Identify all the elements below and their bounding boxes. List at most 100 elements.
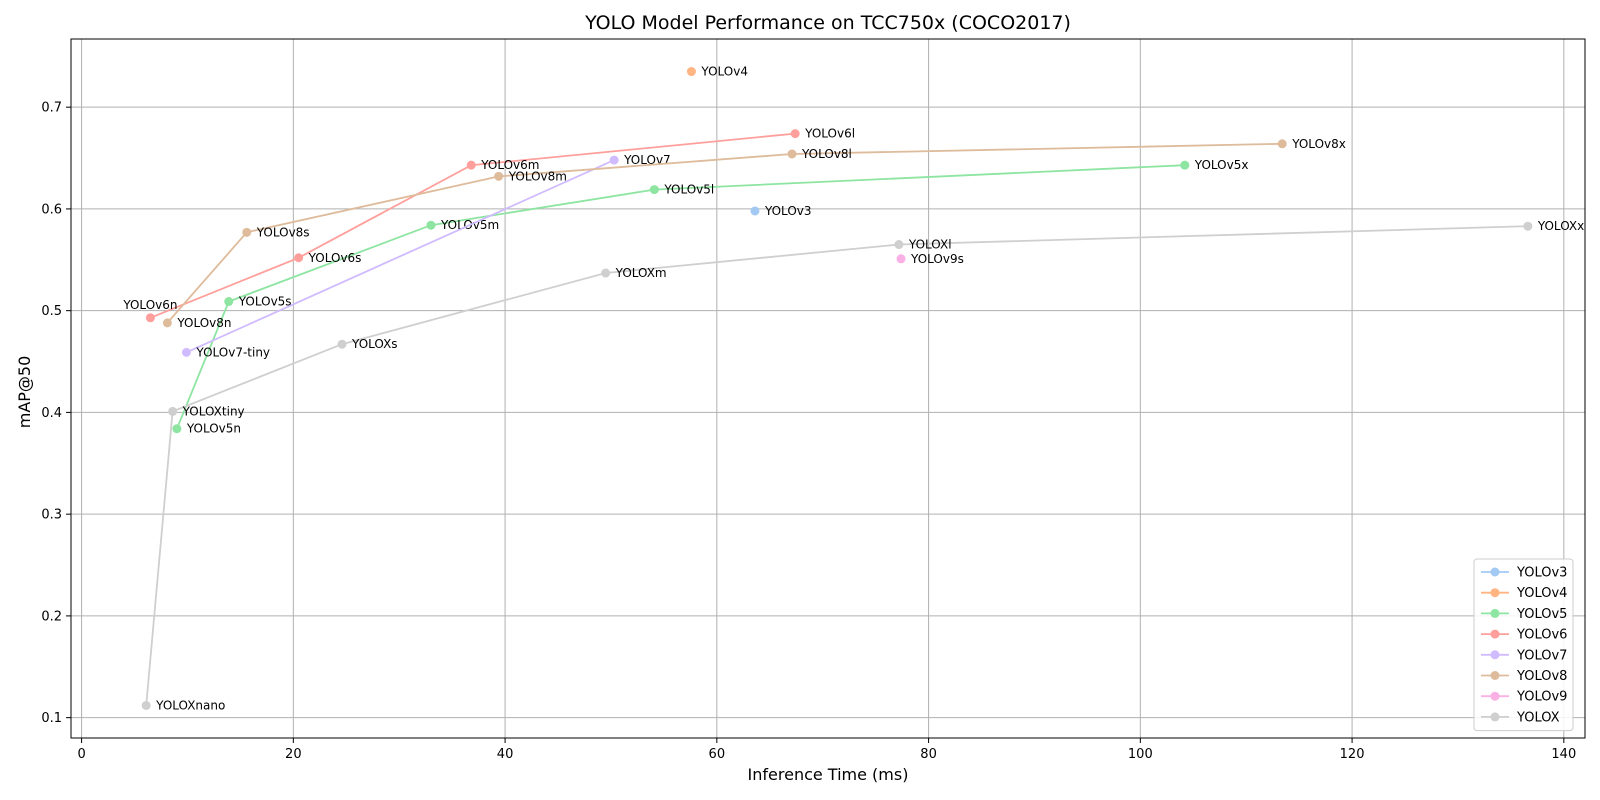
x-tick-label: 40 xyxy=(497,747,514,762)
legend-label: YOLOv6 xyxy=(1516,628,1567,643)
data-point-yolov7 xyxy=(609,155,619,165)
data-point-yolov8n xyxy=(162,318,172,328)
data-point-yolov6m xyxy=(466,160,476,170)
y-tick-label: 0.3 xyxy=(41,508,62,523)
point-label: YOLOXs xyxy=(351,337,398,351)
x-axis-label: Inference Time (ms) xyxy=(748,765,909,784)
point-label: YOLOXnano xyxy=(155,698,225,712)
data-point-yolov5n xyxy=(172,424,182,434)
data-point-yoloxm xyxy=(601,268,611,278)
point-label: YOLOv4 xyxy=(700,65,748,79)
legend-label: YOLOv4 xyxy=(1516,586,1567,601)
legend-label: YOLOv7 xyxy=(1516,648,1567,663)
series-layer: YOLOv3YOLOv4YOLOv5nYOLOv5sYOLOv5mYOLOv5l… xyxy=(122,65,1584,713)
y-tick-label: 0.1 xyxy=(41,711,62,726)
y-tick-label: 0.7 xyxy=(41,101,62,116)
data-point-yolov6l xyxy=(790,129,800,139)
data-point-yolov5s xyxy=(224,297,234,307)
y-tick-label: 0.2 xyxy=(41,609,62,624)
x-tick-label: 120 xyxy=(1340,747,1365,762)
point-label: YOLOXm xyxy=(615,266,667,280)
point-label: YOLOv8s xyxy=(256,225,310,239)
series-yolov6: YOLOv6n YOLOv6s YOLOv6m YOLOv6l xyxy=(122,127,855,323)
data-point-yolov8l xyxy=(787,149,797,159)
x-tick-label: 20 xyxy=(285,747,302,762)
point-label: YOLOv5n xyxy=(186,422,241,436)
point-label: YOLOv6l xyxy=(804,127,855,141)
point-label: YOLOv3 xyxy=(764,204,812,218)
point-label: YOLOv7-tiny xyxy=(195,345,270,359)
series-yolov9: YOLOv9s xyxy=(896,252,964,266)
y-tick-label: 0.4 xyxy=(41,406,62,421)
series-line-yolov6 xyxy=(150,132,796,319)
legend-item: YOLOv9 xyxy=(1481,690,1567,705)
point-label: YOLOv5l xyxy=(663,183,714,197)
legend-label: YOLOv9 xyxy=(1516,690,1567,705)
legend: YOLOv3 YOLOv4 YOLOv5 YOLOv6 YOLOv7 YOLOv8 YOLO… xyxy=(1473,558,1574,732)
legend-item: YOLOv5 xyxy=(1481,607,1567,622)
data-point-yoloxx xyxy=(1523,221,1533,231)
point-label: YOLOv8n xyxy=(176,316,231,330)
legend-box xyxy=(1473,558,1574,732)
legend-marker xyxy=(1490,671,1500,680)
point-label: YOLOXtiny xyxy=(182,404,245,418)
legend-marker xyxy=(1490,691,1500,701)
chart-title: YOLO Model Performance on TCC750x (COCO2… xyxy=(584,12,1071,34)
series-yolov8: YOLOv8n YOLOv8s YOLOv8m YOLOv8l YOLOv8x xyxy=(162,137,1346,330)
data-point-yolov8m xyxy=(494,171,504,181)
point-label: YOLOv8m xyxy=(508,169,567,183)
data-point-yolov8s xyxy=(242,227,252,237)
data-point-yolov7-tiny xyxy=(181,347,191,357)
data-point-yolov6n xyxy=(145,313,155,323)
y-axis-label: mAP@50 xyxy=(15,356,34,429)
data-point-yolov4 xyxy=(686,67,696,77)
data-point-yoloxtiny xyxy=(168,406,178,416)
data-point-yolov9s xyxy=(896,254,906,264)
x-tick-label: 140 xyxy=(1551,747,1576,762)
y-tick-label: 0.5 xyxy=(41,304,62,319)
x-tick-label: 60 xyxy=(709,747,726,762)
point-label: YOLOXx xyxy=(1537,219,1584,233)
data-point-yoloxs xyxy=(337,339,347,349)
legend-item: YOLOv8 xyxy=(1481,669,1567,684)
data-point-yolov5x xyxy=(1180,160,1190,170)
legend-label: YOLOv3 xyxy=(1516,566,1567,581)
legend-item: YOLOX xyxy=(1481,710,1560,725)
point-label: YOLOv9s xyxy=(910,252,964,266)
point-label: YOLOv8x xyxy=(1291,137,1346,151)
grid-lines xyxy=(71,39,1585,738)
axis-ticks: 0 20 40 60 80 100 120 140 0.1 0.2 0.3 0.4 0.5 0.6 0.7 xyxy=(41,101,1576,762)
series-yolox: YOLOXnanoYOLOXtinyYOLOXsYOLOXmYOLOXlYOLO… xyxy=(141,219,1584,712)
data-point-yolov5m xyxy=(426,220,436,230)
series-yolov3: YOLOv3 xyxy=(750,204,812,218)
y-tick-label: 0.6 xyxy=(41,202,62,217)
legend-item: YOLOv7 xyxy=(1481,648,1567,663)
series-line-yolov5 xyxy=(176,164,1185,430)
x-tick-label: 0 xyxy=(77,747,85,762)
point-label: YOLOv5s xyxy=(238,295,292,309)
legend-label: YOLOv8 xyxy=(1516,669,1567,684)
series-line-yolov8 xyxy=(166,142,1283,324)
data-point-yolov3 xyxy=(750,206,760,216)
x-tick-label: 80 xyxy=(920,747,937,762)
legend-marker xyxy=(1490,629,1500,639)
point-label: YOLOv6n xyxy=(122,298,177,312)
legend-item: YOLOv6 xyxy=(1481,628,1567,643)
legend-marker xyxy=(1490,588,1500,598)
point-label: YOLOXl xyxy=(908,238,952,252)
legend-marker xyxy=(1490,567,1500,577)
legend-marker xyxy=(1490,650,1500,660)
data-point-yolov8x xyxy=(1277,139,1287,149)
legend-label: YOLOv5 xyxy=(1516,607,1567,622)
series-yolov4: YOLOv4 xyxy=(686,65,748,79)
x-tick-label: 100 xyxy=(1128,747,1153,762)
series-line-yolox xyxy=(145,225,1528,706)
data-point-yoloxnano xyxy=(141,700,151,710)
legend-marker xyxy=(1490,608,1500,618)
series-line-yolov7 xyxy=(186,159,615,354)
legend-item: YOLOv3 xyxy=(1481,566,1567,581)
data-point-yolov6s xyxy=(294,253,304,263)
